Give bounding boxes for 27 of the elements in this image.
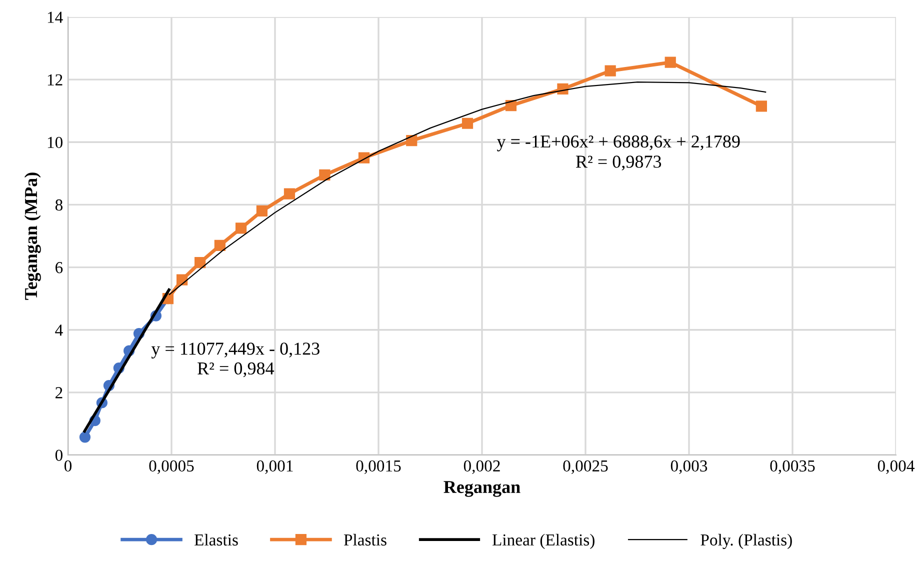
annotation: R² = 0,984	[198, 362, 274, 378]
x-tick-label: 0,0025	[563, 460, 608, 474]
y-tick-label: 2	[56, 387, 62, 398]
legend-label: Plastis	[344, 534, 386, 546]
y-axis-title: Tegangan (MPa)	[24, 172, 41, 300]
legend-label: Elastis	[194, 534, 238, 546]
y-tick-label: 0	[55, 450, 63, 461]
annotation: R² = 0,9873	[576, 156, 662, 170]
y-tick-label: 14	[48, 12, 63, 23]
x-tick-label: 0	[64, 460, 72, 472]
y-tick-label: 8	[55, 199, 63, 211]
x-axis-title: Regangan	[444, 481, 520, 497]
x-tick-label: 0,004	[878, 460, 914, 474]
y-tick-label: 4	[55, 324, 63, 336]
legend-label: Linear (Elastis)	[492, 534, 594, 549]
y-tick-label: 12	[48, 74, 62, 86]
annotation: y = -1E+06x² + 6888,6x + 2,1789	[496, 135, 740, 152]
annotation: y = 11077,449x - 0,123	[151, 342, 320, 359]
legend-label: Poly. (Plastis)	[700, 534, 792, 549]
x-tick-label: 0,0005	[149, 460, 194, 474]
x-tick-label: 0,001	[256, 460, 293, 474]
x-tick-label: 0,002	[464, 460, 500, 474]
y-tick-label: 6	[56, 262, 63, 274]
y-tick-label: 10	[48, 136, 63, 148]
x-tick-label: 0,0015	[356, 460, 401, 474]
x-tick-label: 0,003	[670, 460, 708, 474]
x-tick-label: 0,0035	[770, 460, 815, 474]
